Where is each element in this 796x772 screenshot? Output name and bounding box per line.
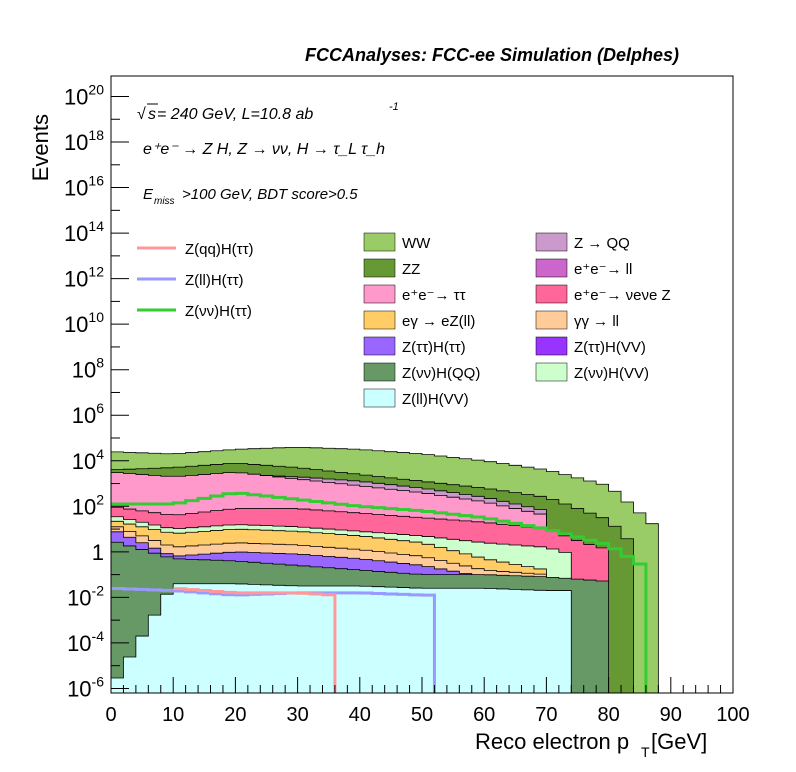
x-tick-label: 0 [105, 704, 116, 726]
legend-label: WW [402, 235, 431, 252]
legend-label: Z(qq)H(ττ) [185, 241, 254, 258]
chart-title: FCCAnalyses: FCC-ee Simulation (Delphes) [305, 45, 679, 65]
y-tick-label: 1018 [64, 127, 104, 155]
legend-label: eγ → eZ(ll) [402, 313, 475, 330]
stack-z-ll-h-vv [110, 583, 572, 694]
stack-layer [110, 446, 659, 694]
legend-swatch-e-e [363, 284, 396, 304]
x-tick-label: 60 [473, 704, 495, 726]
legend-label: Z(ll)H(ττ) [185, 272, 244, 289]
energy-lumi-label: = 240 GeV, L=10.8 ab [157, 106, 313, 123]
legend-label: Z(νν)H(VV) [574, 365, 649, 382]
x-tick-label: 30 [286, 704, 308, 726]
signal-z-h [111, 491, 648, 693]
energy-annotation: √ s = 240 GeV, L=10.8 ab -1 [137, 101, 399, 123]
legend-label: γγ → ll [574, 313, 619, 330]
y-tick-label: 1 [92, 540, 104, 565]
legend-swatch-z-h-qq [363, 362, 396, 382]
x-tick-label: 40 [349, 704, 371, 726]
legend-swatch-ww [363, 232, 396, 252]
x-tick-label: 100 [716, 704, 749, 726]
selection-annotation: E miss >100 GeV, BDT score>0.5 [143, 186, 358, 207]
legend-swatch-zz [363, 258, 396, 278]
signal-lines [111, 491, 648, 693]
legend-label: Z(ττ)H(ττ) [402, 339, 466, 356]
cut-rest: >100 GeV, BDT score>0.5 [182, 186, 358, 203]
legend-label: Z(ττ)H(VV) [574, 339, 646, 356]
x-axis-label: Reco electron p [475, 729, 629, 754]
legend-label: e⁺e⁻→ ll [574, 261, 632, 278]
legend-label: Z → QQ [574, 235, 630, 252]
x-axis-title: Reco electron p T [GeV] [475, 729, 707, 760]
legend-swatch-e-ez-ll [363, 310, 396, 330]
signal-z-qq-h [173, 587, 337, 693]
y-tick-label: 1010 [64, 309, 104, 337]
cut-prefix: E [143, 186, 154, 203]
sqrt-s-label: s [148, 106, 156, 123]
y-tick-label: 1014 [64, 218, 104, 246]
legend-label: e⁺e⁻→ νeνe Z [574, 287, 671, 304]
legend-label: Z(νν)H(QQ) [402, 365, 480, 382]
legend-swatch-z-ll-h-vv [363, 388, 396, 408]
x-tick-label: 20 [224, 704, 246, 726]
x-tick-label: 90 [660, 704, 682, 726]
lumi-exponent: -1 [389, 101, 399, 113]
y-tick-label: 1020 [64, 81, 104, 109]
process-label: e⁺e⁻ → Z H, Z → νν, H → τ_L τ_h [143, 141, 385, 158]
x-tick-label: 10 [162, 704, 184, 726]
sqrt-symbol: √ [137, 106, 146, 123]
x-axis-label-unit: [GeV] [651, 729, 707, 754]
legend-label: Z(ll)H(VV) [402, 391, 469, 408]
legend-swatch-z-qq [535, 232, 568, 252]
legend-label: Z(νν)H(ττ) [185, 303, 252, 320]
legend-label: e⁺e⁻→ ττ [402, 287, 466, 304]
legend-swatch-e-e-e-e-z [535, 284, 568, 304]
legend-swatch-z-h-vv [535, 362, 568, 382]
legend-swatch-e-e-ll [535, 258, 568, 278]
x-tick-label: 70 [535, 704, 557, 726]
legend-swatch-z-h [363, 336, 396, 356]
x-axis-label-subscript: T [641, 744, 650, 760]
x-tick-label: 50 [411, 704, 433, 726]
legend-swatch-ll [535, 310, 568, 330]
y-axis-label: Events [28, 114, 53, 181]
y-tick-label: 10-4 [67, 628, 104, 656]
legend: Z(qq)H(ττ) Z(ll)H(ττ) Z(νν)H(ττ) WW ZZ e⁺e⁻→ … [137, 232, 671, 408]
legend-label: ZZ [402, 261, 420, 278]
x-tick-label: 80 [597, 704, 619, 726]
cut-subscript: miss [154, 196, 175, 207]
legend-swatch-z-h-vv [535, 336, 568, 356]
